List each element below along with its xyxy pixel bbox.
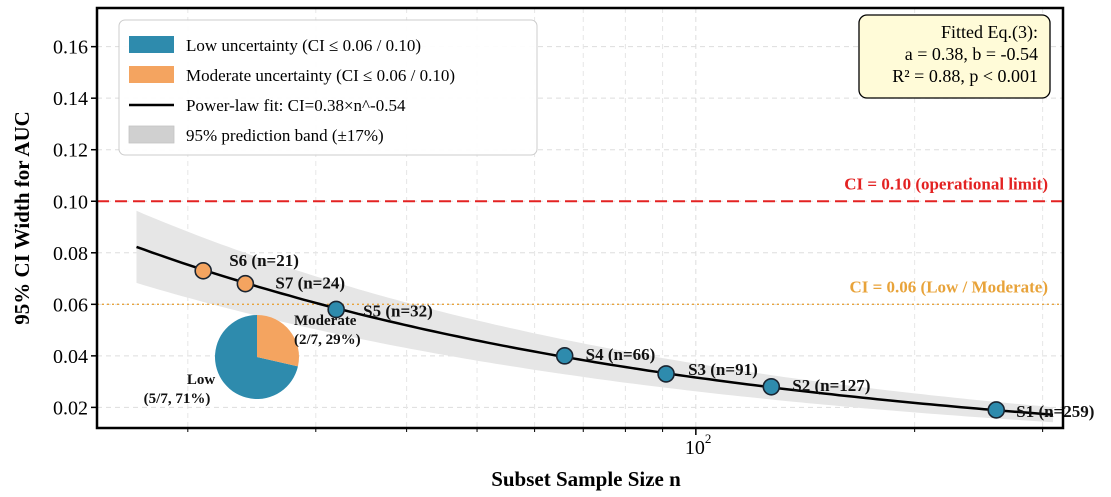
legend-swatch [129,36,174,53]
legend-swatch [128,125,175,144]
y-tick-label: 0.16 [53,37,88,59]
legend-box [118,19,538,156]
y-tick-label: 0.08 [53,243,88,265]
fit-equation-box-frame [858,14,1051,99]
pie-label-low-value: (5/7, 71%) [144,391,211,407]
pie-label-low: Low [187,372,216,388]
y-tick-label: 0.10 [53,191,88,213]
data-points-layer: S1 (n=259) S2 (n=127) S3 (n=91) S4 (n=66) S5… [194,251,1094,421]
x-axis-label: Subset Sample Size n [491,467,681,491]
legend-label: Moderate uncertainty (CI ≤ 0.06 / 0.10) [186,66,455,85]
prediction-band [136,210,1053,423]
pie-label-moderate-value: (2/7, 29%) [294,332,361,348]
fit-equation-line: Fitted Eq.(3): [941,22,1038,43]
reference-line-label: CI = 0.06 (Low / Moderate) [849,277,1048,296]
data-point-label: S1 (n=259) [1016,402,1094,421]
data-point [236,274,255,293]
legend-label: 95% prediction band (±17%) [186,126,384,145]
y-tick-label: 0.12 [53,140,88,162]
legend-label: Low uncertainty (CI ≤ 0.06 / 0.10) [186,36,421,55]
power-law-fit-line [136,245,1054,416]
legend-swatch [129,66,174,83]
plot-frame [95,6,1065,430]
prediction-band-layer [136,210,1053,423]
reference-lines-layer: CI = 0.10 (operational limit) CI = 0.06 (… [97,174,1063,305]
x-tick-label: 10 [685,437,705,459]
data-point-label: S4 (n=66) [586,345,656,364]
data-point [327,300,345,319]
fit-equation-line: R² = 0.88, p < 0.001 [892,66,1038,86]
data-point-label: S3 (n=91) [688,360,758,379]
data-point [555,347,574,365]
data-point [987,401,1006,419]
data-point-label: S7 (n=24) [275,274,345,293]
pie-label-moderate: Moderate [294,313,357,329]
legend-label: Power-law fit: CI=0.38×n^-0.54 [186,96,406,115]
reference-line-label: CI = 0.10 (operational limit) [844,174,1048,193]
data-point [762,377,781,396]
data-point-label: S6 (n=21) [229,251,299,270]
y-tick-label: 0.06 [53,294,88,316]
axes-layer: 0.02 0.04 0.06 0.08 0.10 0.12 0.14 0.16 10 2 Subse… [10,6,1065,491]
y-tick-label: 0.02 [53,397,88,419]
x-tick-exponent: 2 [705,431,712,446]
pie-slice-low [215,315,298,399]
data-point [657,365,675,383]
y-tick-label: 0.14 [53,88,88,110]
pie-slice-moderate [257,315,300,367]
y-axis-label: 95% CI Width for AUC [10,111,34,325]
data-point-label: S2 (n=127) [792,376,870,395]
data-point-label: S5 (n=32) [363,301,433,320]
fit-equation-line: a = 0.38, b = -0.54 [905,44,1038,64]
fit-curve-layer [136,245,1054,416]
y-tick-label: 0.04 [53,346,88,368]
data-point [194,262,213,280]
inset-pie-chart: Low (5/7, 71%) Moderate (2/7, 29%) [144,313,361,407]
legend: Low uncertainty (CI ≤ 0.06 / 0.10) Modera… [118,19,538,156]
